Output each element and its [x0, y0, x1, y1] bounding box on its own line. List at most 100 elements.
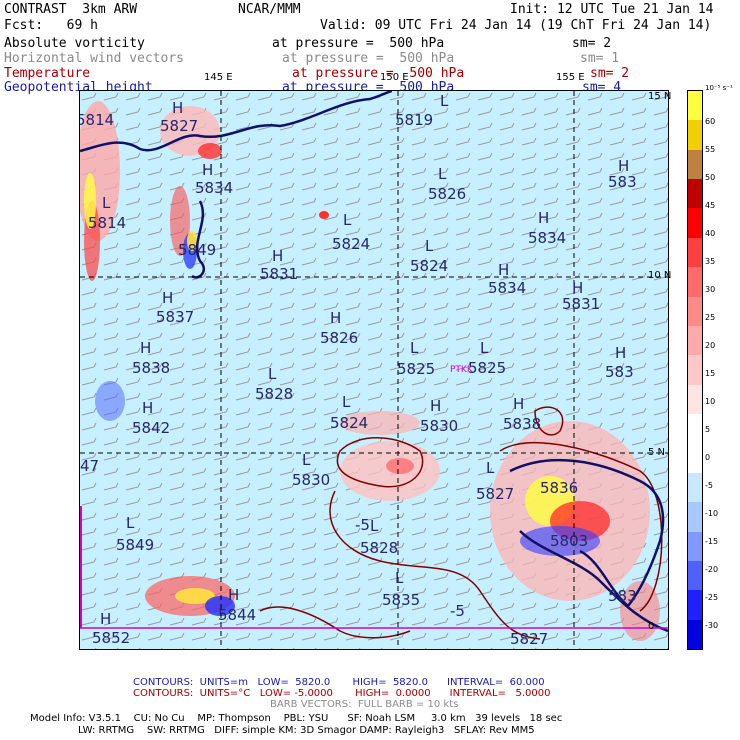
contour-value-label: 5834: [488, 279, 527, 297]
contour-value-label: 5814: [88, 214, 127, 232]
map-panel: H 5814 5827 H 5834 L 5819 L 5826 H 583 L 5814 L 5824 H 5…: [79, 90, 669, 650]
colorbar-tick-label: 20: [705, 341, 716, 350]
contour-value-label: 5827: [160, 117, 199, 135]
contour-value-label: 5834: [195, 179, 234, 197]
lon-label-155: 155 E: [556, 72, 585, 83]
colorbar-tick-label: 55: [705, 145, 716, 154]
low-center-label: L: [486, 459, 495, 477]
high-center-label: H: [162, 289, 174, 307]
high-center-label: H: [202, 161, 214, 179]
low-center-label: L: [343, 211, 352, 229]
contour-value-label: 5819: [395, 111, 434, 129]
low-center-label: L: [370, 517, 379, 535]
low-center-label: L: [410, 339, 419, 357]
contour-value-label: 5814: [79, 111, 115, 129]
high-center-label: H: [100, 610, 112, 628]
contour-value-label: 5830: [420, 417, 459, 435]
colorbar-tick-label: -25: [705, 593, 719, 602]
high-center-label: H: [142, 399, 154, 417]
footer-model-info-1: Model Info: V3.5.1 CU: No Cu MP: Thompso…: [30, 713, 563, 724]
low-center-label: L: [480, 339, 489, 357]
contour-value-label: 5849: [178, 241, 217, 259]
colorbar-tick-label: -15: [705, 537, 719, 546]
footer-model-info-2: LW: RRTMG SW: RRTMG DIFF: simple KM: 3D …: [78, 725, 535, 736]
station-label: PTKK: [450, 365, 473, 375]
colorbar-swatch: [688, 91, 702, 121]
colorbar-tick-label: 15: [705, 369, 716, 378]
high-center-label: H: [572, 279, 584, 297]
low-center-label: L: [440, 92, 449, 110]
contour-value-label: 5842: [132, 419, 171, 437]
temperature-contours: [259, 406, 663, 640]
lat-label-0: 0: [648, 621, 655, 632]
contour-value-label: 5827: [476, 485, 515, 503]
colorbar-swatch: [688, 443, 702, 474]
init-time: Init: 12 UTC Tue 21 Jan 14: [510, 2, 714, 17]
contour-value-label: 5835: [382, 591, 421, 609]
contour-value-label: 583: [608, 173, 637, 191]
forecast-hour: Fcst: 69 h: [4, 18, 98, 33]
contour-value-label: 5825: [397, 360, 436, 378]
colorbar-tick-label: -5: [705, 481, 713, 490]
lat-label-10n: 10 N: [648, 270, 672, 281]
colorbar-unit: 10⁻⁵ s⁻¹: [705, 84, 733, 92]
contour-value-label: 5844: [218, 606, 257, 624]
low-center-label: L: [425, 237, 434, 255]
contour-value-label: 5826: [428, 185, 467, 203]
footer-contours-height: CONTOURS: UNITS=m LOW= 5820.0 HIGH= 5820…: [133, 677, 545, 688]
colorbar-tick-label: 10: [705, 397, 716, 406]
colorbar-tick-label: 5: [705, 425, 711, 434]
low-center-label: L: [268, 365, 277, 383]
contour-value-label: 5830: [292, 471, 331, 489]
high-center-label: H: [140, 339, 152, 357]
high-center-label: H: [330, 309, 342, 327]
colorbar-tick-label: 30: [705, 285, 716, 294]
low-center-label: L: [102, 194, 111, 212]
contour-value-label: 5837: [156, 308, 195, 326]
contour-value-label: 5828: [255, 385, 294, 403]
contour-value-label: 583: [608, 587, 637, 605]
colorbar-tick-label: 50: [705, 173, 716, 182]
low-center-label: L: [302, 451, 311, 469]
vorticity-colorbar: [687, 90, 703, 650]
low-center-label: L: [126, 514, 135, 532]
colorbar-swatch: [688, 120, 702, 151]
field-name-wind: Horizontal wind vectors: [4, 51, 185, 66]
colorbar-tick-label: -20: [705, 565, 719, 574]
contour-value-label: 5803: [550, 532, 589, 550]
high-center-label: H: [615, 344, 627, 362]
colorbar-swatch: [688, 590, 702, 621]
field-smooth-temperature: sm= 2: [590, 66, 630, 81]
field-name-temperature: Temperature: [4, 66, 91, 81]
high-center-label: H: [430, 397, 442, 415]
colorbar-tick-label: -10: [705, 509, 719, 518]
contour-value-label: 5836: [540, 479, 579, 497]
low-center-label: L: [395, 569, 404, 587]
map-canvas: [80, 91, 668, 649]
contour-value-label: 5824: [332, 235, 371, 253]
high-center-label: H: [538, 209, 550, 227]
center-title: NCAR/MMM: [238, 2, 301, 17]
colorbar-swatch: [688, 355, 702, 386]
colorbar-swatch: [688, 619, 702, 650]
contour-value-label: 5852: [92, 629, 131, 647]
lat-label-5n: 5 N: [648, 447, 666, 458]
colorbar-swatch: [688, 414, 702, 444]
colorbar-swatch: [688, 267, 702, 298]
colorbar-swatch: [688, 208, 702, 239]
high-center-label: H: [498, 261, 510, 279]
colorbar-swatch: [688, 531, 702, 562]
contour-value-label: 5825: [468, 359, 507, 377]
colorbar-tick-label: 40: [705, 229, 716, 238]
colorbar-swatch: [688, 560, 702, 591]
colorbar-tick-label: 25: [705, 313, 716, 322]
field-level-temperature: at pressure = 500 hPa: [292, 66, 465, 81]
low-center-label: L: [438, 165, 447, 183]
colorbar-swatch: [688, 325, 702, 356]
field-level-vorticity: at pressure = 500 hPa: [272, 36, 445, 51]
contour-value-label: 5824: [330, 414, 369, 432]
contour-value-label: 5849: [116, 536, 155, 554]
colorbar-swatch: [688, 237, 702, 268]
contour-value-label: 47: [80, 457, 100, 475]
colorbar-swatch: [688, 149, 702, 180]
